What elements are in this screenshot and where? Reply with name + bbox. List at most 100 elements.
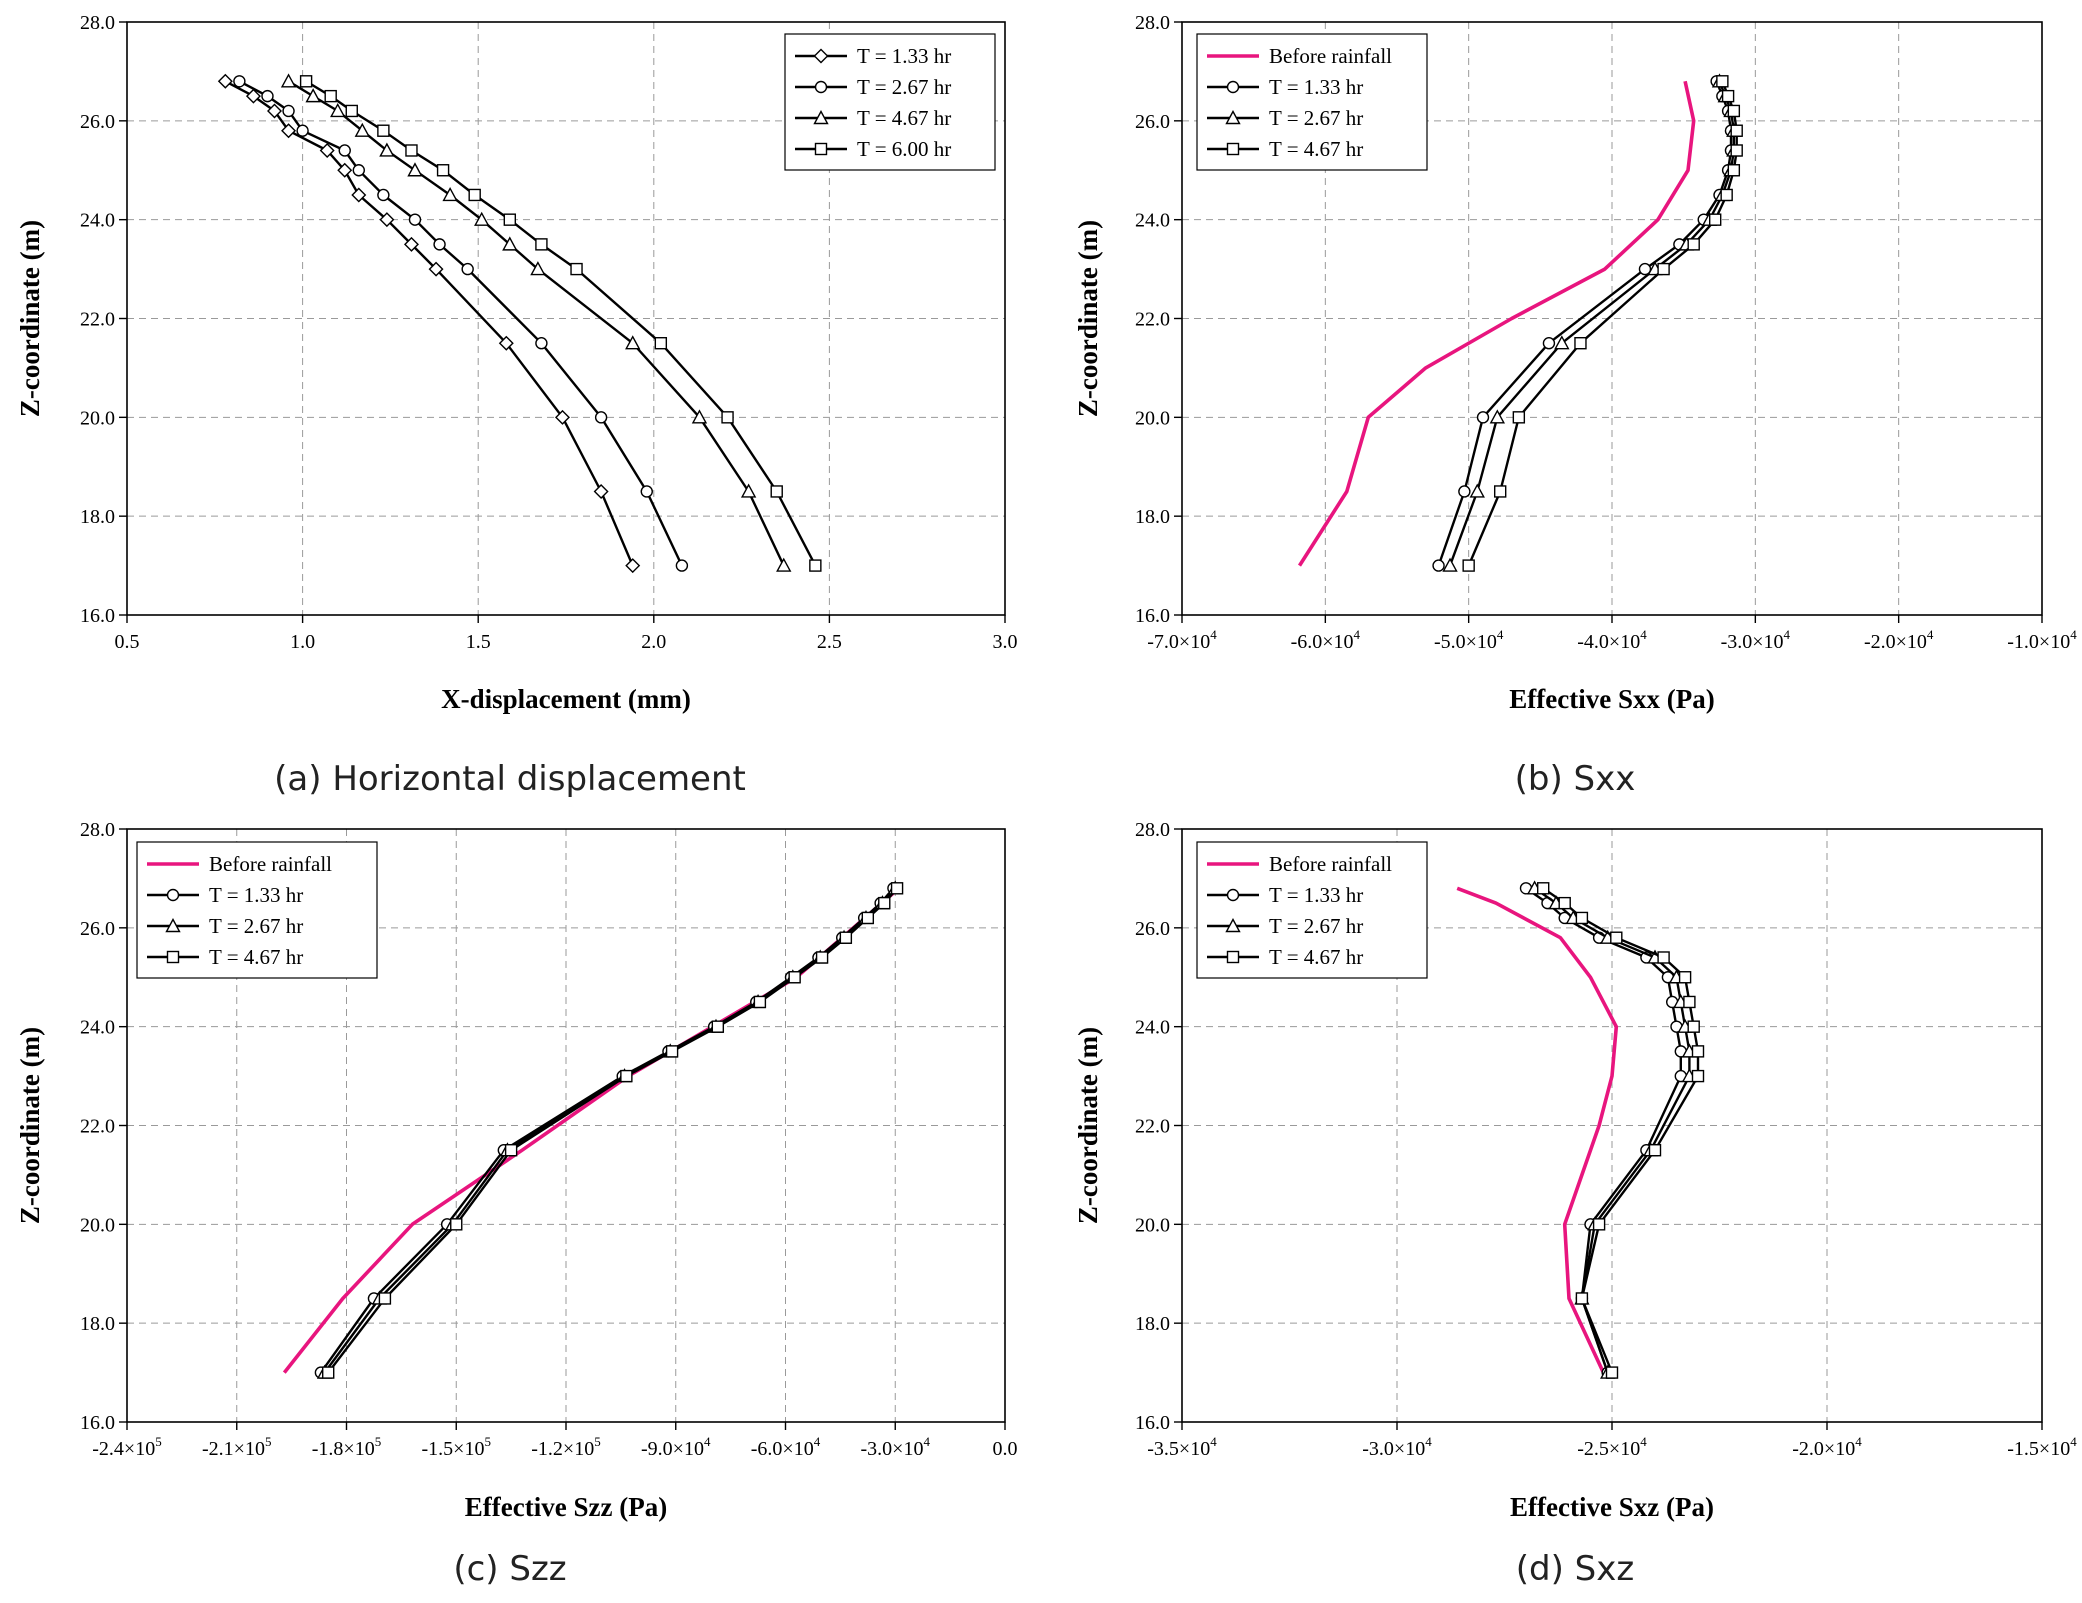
x-tick-mantissa: -6.0×10 xyxy=(751,1438,814,1460)
data-point-t-4-67-hr xyxy=(1657,951,1670,964)
data-point-t-4-67-hr xyxy=(407,162,423,177)
y-tick-label: 28.0 xyxy=(1135,12,1170,34)
legend-label: Before rainfall xyxy=(1269,852,1392,876)
data-point-t-2-67-hr xyxy=(408,213,422,226)
data-point-t-6-00-hr xyxy=(405,144,418,157)
series-line-t-1-33-hr xyxy=(224,80,634,567)
x-tick-label: -4.0×104 xyxy=(1577,627,1647,653)
data-point-t-4-67-hr xyxy=(1575,1292,1589,1305)
data-point-t-4-67-hr xyxy=(1558,896,1571,910)
y-tick-label: 18.0 xyxy=(80,506,115,528)
legend-marker xyxy=(814,80,828,94)
data-point-t-1-33-hr xyxy=(1432,559,1445,572)
series-line-t-1-33-hr xyxy=(319,887,895,1374)
series-line-before-rainfall xyxy=(1456,886,1619,1374)
panel-caption: (c) Szz xyxy=(453,1549,566,1589)
x-tick-exponent: 4 xyxy=(1497,627,1504,642)
x-tick-mantissa: -2.5×10 xyxy=(1577,1438,1640,1460)
x-tick-exponent: 5 xyxy=(594,1434,601,1449)
data-point-t-2-67-hr xyxy=(594,411,608,424)
data-point-t-4-67-hr xyxy=(1721,89,1735,103)
data-point-t-4-67-hr xyxy=(753,995,767,1009)
x-tick-mantissa: -3.0×10 xyxy=(861,1438,924,1460)
data-point-t-4-67-hr xyxy=(665,1045,679,1058)
data-point-t-4-67-hr xyxy=(1708,213,1722,226)
x-tick-mantissa: 1.5 xyxy=(466,631,491,653)
x-tick-label: 1.0 xyxy=(290,631,315,653)
data-point-t-2-67-hr xyxy=(1554,335,1570,350)
x-tick-exponent: 4 xyxy=(1784,627,1791,642)
x-tick-label: 2.0 xyxy=(641,631,666,653)
y-axis-title: Z-coordinate (m) xyxy=(15,1027,45,1224)
x-tick-mantissa: -1.2×10 xyxy=(531,1438,594,1460)
x-tick-label: 3.0 xyxy=(993,631,1018,653)
x-tick-label: -3.0×104 xyxy=(1362,1434,1432,1460)
x-tick-label: 0.0 xyxy=(993,1438,1018,1460)
x-tick-mantissa: -3.5×10 xyxy=(1147,1438,1210,1460)
legend-marker xyxy=(1225,110,1241,125)
data-point-t-4-67-hr xyxy=(1716,75,1729,88)
legend-label: Before rainfall xyxy=(209,852,332,876)
series-line-t-4-67-hr xyxy=(287,80,785,567)
data-point-t-4-67-hr xyxy=(815,951,829,964)
data-point-t-4-67-hr xyxy=(839,931,853,944)
legend-marker xyxy=(1226,950,1240,964)
data-point-t-4-67-hr xyxy=(1610,931,1623,944)
data-point-t-4-67-hr xyxy=(1605,1366,1619,1379)
data-point-t-4-67-hr xyxy=(1493,485,1507,498)
x-tick-exponent: 5 xyxy=(375,1434,382,1449)
data-point-t-1-33-hr xyxy=(1458,485,1471,498)
legend-marker xyxy=(166,888,180,902)
data-point-t-4-67-hr xyxy=(322,1366,335,1379)
x-tick-label: -1.5×104 xyxy=(2007,1434,2077,1460)
y-tick-label: 28.0 xyxy=(80,819,115,841)
data-point-t-4-67-hr xyxy=(691,409,708,424)
legend-marker xyxy=(1226,142,1240,156)
y-tick-label: 26.0 xyxy=(80,918,115,940)
x-tick-exponent: 5 xyxy=(265,1434,272,1449)
data-point-t-4-67-hr xyxy=(861,911,875,925)
data-point-t-6-00-hr xyxy=(436,164,450,177)
x-tick-mantissa: -7.0×10 xyxy=(1147,631,1210,653)
data-point-t-4-67-hr xyxy=(878,896,891,910)
data-point-t-2-67-hr xyxy=(433,238,446,251)
x-tick-label: -7.0×104 xyxy=(1147,627,1217,653)
x-tick-exponent: 4 xyxy=(1927,627,1934,642)
data-point-t-6-00-hr xyxy=(345,104,358,118)
x-tick-mantissa: -1.5×10 xyxy=(422,1438,485,1460)
x-tick-label: -2.4×105 xyxy=(92,1434,161,1460)
data-point-t-2-67-hr xyxy=(535,337,548,350)
y-tick-label: 28.0 xyxy=(80,12,115,34)
data-point-t-4-67-hr xyxy=(625,335,641,350)
x-tick-mantissa: -1.0×10 xyxy=(2007,631,2070,653)
x-axis-title: X-displacement (mm) xyxy=(441,684,691,714)
y-tick-label: 24.0 xyxy=(1135,210,1170,232)
legend-marker xyxy=(166,950,180,964)
x-tick-mantissa: 3.0 xyxy=(993,631,1018,653)
data-point-t-4-67-hr xyxy=(474,211,490,226)
data-point-t-2-67-hr xyxy=(282,104,295,118)
x-tick-exponent: 4 xyxy=(923,1434,930,1449)
data-point-t-6-00-hr xyxy=(809,559,822,572)
series-line-t-2-67-hr xyxy=(238,80,683,567)
data-point-t-4-67-hr xyxy=(1536,882,1550,895)
panel-caption: (b) Sxx xyxy=(1515,759,1636,799)
data-point-t-2-67-hr xyxy=(1489,409,1506,424)
data-point-t-1-33-hr xyxy=(267,103,282,119)
chart-panel-3: -2.4×105 -2.1×105 -1.8×105 -1.5×105 -1.2×105… xyxy=(15,819,1018,1589)
x-tick-exponent: 4 xyxy=(2070,627,2077,642)
x-tick-label: -9.0×104 xyxy=(641,1434,711,1460)
legend: T = 1.33 hr T = 2.67 hr T = 4.67 hr T = 6.0… xyxy=(784,33,996,171)
data-point-t-4-67-hr xyxy=(776,557,792,572)
x-tick-label: -6.0×104 xyxy=(1291,627,1361,653)
y-tick-label: 16.0 xyxy=(80,1412,115,1434)
data-point-t-4-67-hr xyxy=(442,186,458,202)
series-group xyxy=(217,73,822,574)
legend: Before rainfall T = 1.33 hr T = 2.67 hr T =… xyxy=(1196,841,1428,979)
data-point-t-4-67-hr xyxy=(305,88,321,103)
y-tick-label: 22.0 xyxy=(80,309,115,331)
series-line-t-4-67-hr xyxy=(1542,887,1700,1374)
x-tick-mantissa: 2.5 xyxy=(817,631,842,653)
data-point-t-2-67-hr xyxy=(296,124,309,137)
